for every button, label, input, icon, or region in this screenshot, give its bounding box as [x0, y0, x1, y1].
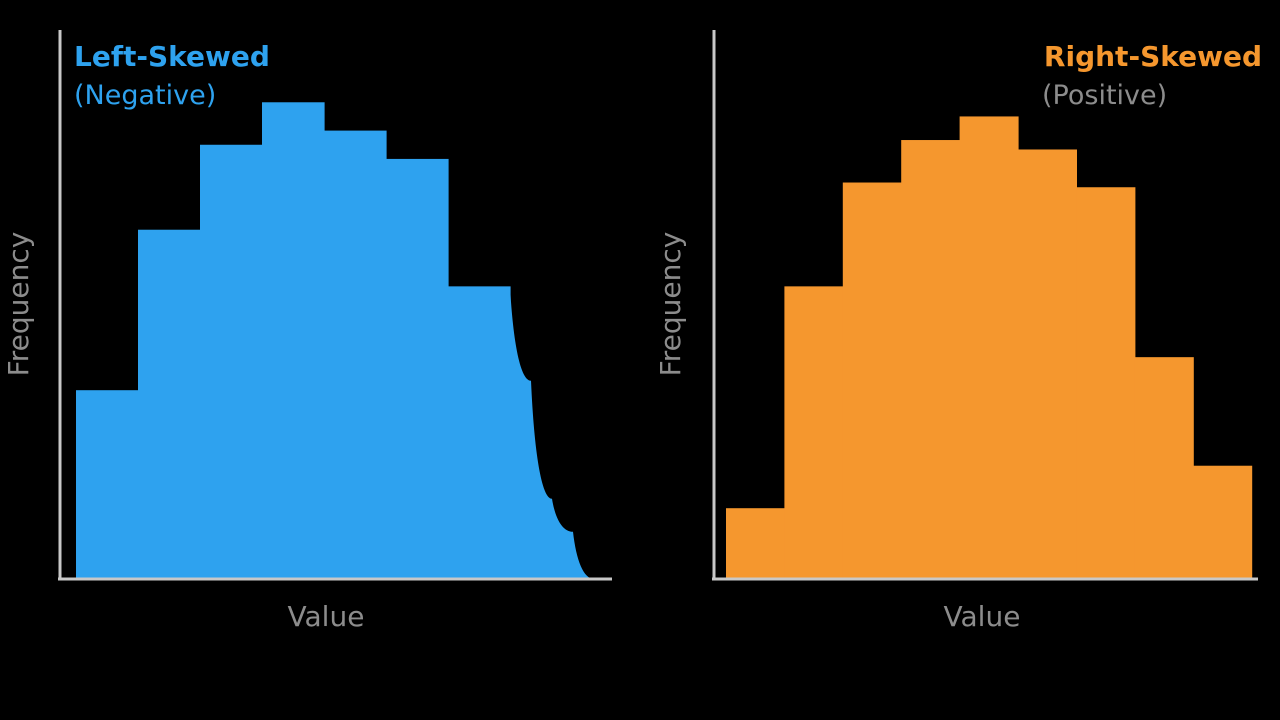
- histogram-bar: [901, 140, 961, 580]
- histogram-bar: [200, 144, 263, 579]
- histogram-bar: [1134, 357, 1194, 579]
- left-y-axis-label: Frequency: [2, 232, 35, 377]
- histogram-bar: [386, 158, 449, 580]
- histogram-bar: [1076, 187, 1136, 580]
- histogram-bar: [1018, 149, 1077, 580]
- right-y-axis-label: Frequency: [654, 232, 687, 377]
- histogram-bar: [1193, 465, 1253, 579]
- histogram-bar: [76, 390, 139, 579]
- left-skewed-bars: [76, 102, 594, 580]
- histogram-bar: [138, 229, 201, 579]
- histogram-tail: [510, 286, 594, 579]
- histogram-bar: [726, 508, 785, 579]
- left-chart-title: Left-Skewed: [74, 40, 270, 73]
- histogram-bar: [842, 182, 902, 579]
- right-skewed-bars: [726, 116, 1253, 580]
- left-skewed-chart: Left-Skewed (Negative) Frequency Value: [2, 30, 612, 633]
- right-x-axis-label: Value: [944, 600, 1021, 633]
- histogram-bar: [262, 102, 325, 579]
- left-x-axis-label: Value: [288, 600, 365, 633]
- right-skewed-chart: Right-Skewed (Positive) Frequency Value: [654, 30, 1262, 633]
- left-chart-subtitle: (Negative): [74, 80, 216, 111]
- histogram-bar: [448, 286, 511, 579]
- right-chart-subtitle: (Positive): [1042, 80, 1167, 111]
- right-chart-title: Right-Skewed: [1044, 40, 1262, 73]
- histogram-bar: [959, 116, 1019, 579]
- histogram-bar: [324, 130, 387, 579]
- histogram-bar: [784, 286, 844, 579]
